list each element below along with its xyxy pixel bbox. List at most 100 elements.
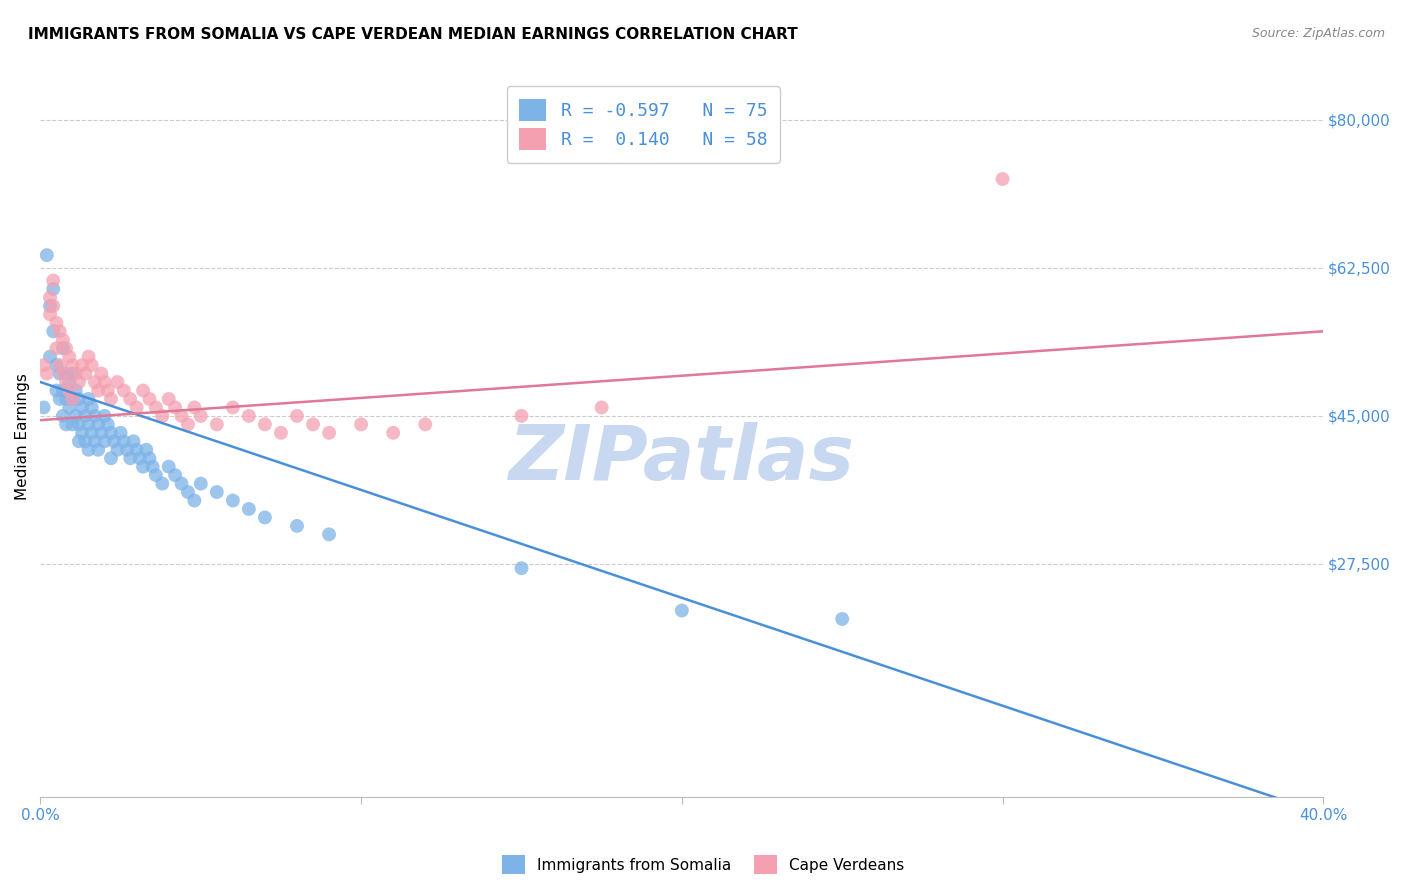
Point xyxy=(48,358,70,372)
Point xyxy=(42,273,65,287)
Point xyxy=(84,375,107,389)
Point xyxy=(112,434,135,449)
Point xyxy=(170,476,193,491)
Point xyxy=(105,442,128,457)
Point xyxy=(510,561,533,575)
Point xyxy=(70,358,93,372)
Point xyxy=(39,307,62,321)
Point xyxy=(55,367,77,381)
Text: ZIPatlas: ZIPatlas xyxy=(509,422,855,496)
Point xyxy=(55,375,77,389)
Point xyxy=(165,401,187,415)
Point xyxy=(165,468,187,483)
Point xyxy=(413,417,436,432)
Point xyxy=(70,401,93,415)
Point xyxy=(48,392,70,406)
Y-axis label: Median Earnings: Median Earnings xyxy=(15,374,30,500)
Point xyxy=(55,417,77,432)
Point xyxy=(135,442,157,457)
Point xyxy=(100,392,122,406)
Point xyxy=(93,409,115,423)
Point xyxy=(35,367,58,381)
Point xyxy=(87,442,110,457)
Point xyxy=(32,401,55,415)
Point xyxy=(190,476,212,491)
Point xyxy=(80,425,103,440)
Point xyxy=(87,417,110,432)
Point xyxy=(150,409,173,423)
Point xyxy=(591,401,613,415)
Legend: R = -0.597   N = 75, R =  0.140   N = 58: R = -0.597 N = 75, R = 0.140 N = 58 xyxy=(506,87,780,163)
Point xyxy=(318,527,340,541)
Point xyxy=(77,417,100,432)
Point xyxy=(120,392,142,406)
Point xyxy=(238,409,260,423)
Point xyxy=(45,384,67,398)
Point xyxy=(42,324,65,338)
Point xyxy=(39,299,62,313)
Point xyxy=(45,358,67,372)
Point xyxy=(62,358,84,372)
Point xyxy=(55,392,77,406)
Point xyxy=(183,493,205,508)
Point xyxy=(222,401,245,415)
Point xyxy=(138,451,160,466)
Point xyxy=(125,401,148,415)
Point xyxy=(84,409,107,423)
Point xyxy=(58,384,80,398)
Point xyxy=(125,442,148,457)
Text: IMMIGRANTS FROM SOMALIA VS CAPE VERDEAN MEDIAN EARNINGS CORRELATION CHART: IMMIGRANTS FROM SOMALIA VS CAPE VERDEAN … xyxy=(28,27,797,42)
Point xyxy=(132,384,155,398)
Point xyxy=(120,451,142,466)
Point xyxy=(115,442,138,457)
Point xyxy=(150,476,173,491)
Point xyxy=(93,434,115,449)
Point xyxy=(112,384,135,398)
Text: Source: ZipAtlas.com: Source: ZipAtlas.com xyxy=(1251,27,1385,40)
Point xyxy=(52,384,75,398)
Point xyxy=(52,409,75,423)
Point xyxy=(100,425,122,440)
Point xyxy=(62,367,84,381)
Point xyxy=(190,409,212,423)
Point xyxy=(62,417,84,432)
Point xyxy=(42,299,65,313)
Point xyxy=(45,316,67,330)
Point xyxy=(70,425,93,440)
Point xyxy=(67,434,90,449)
Point xyxy=(318,425,340,440)
Point xyxy=(55,341,77,355)
Point xyxy=(205,485,228,500)
Point xyxy=(62,392,84,406)
Point xyxy=(93,375,115,389)
Point xyxy=(62,392,84,406)
Point xyxy=(39,350,62,364)
Point xyxy=(145,401,167,415)
Point xyxy=(90,425,112,440)
Legend: Immigrants from Somalia, Cape Verdeans: Immigrants from Somalia, Cape Verdeans xyxy=(495,849,911,880)
Point xyxy=(831,612,853,626)
Point xyxy=(270,425,292,440)
Point xyxy=(67,375,90,389)
Point xyxy=(80,401,103,415)
Point xyxy=(122,434,145,449)
Point xyxy=(671,603,693,617)
Point xyxy=(132,459,155,474)
Point xyxy=(77,350,100,364)
Point xyxy=(138,392,160,406)
Point xyxy=(177,417,200,432)
Point xyxy=(128,451,150,466)
Point xyxy=(285,519,308,533)
Point xyxy=(67,417,90,432)
Point xyxy=(253,510,276,524)
Point xyxy=(157,392,180,406)
Point xyxy=(302,417,325,432)
Point xyxy=(84,434,107,449)
Point xyxy=(177,485,200,500)
Point xyxy=(170,409,193,423)
Point xyxy=(65,367,87,381)
Point xyxy=(42,282,65,296)
Point xyxy=(35,248,58,262)
Point xyxy=(991,172,1014,186)
Point xyxy=(87,384,110,398)
